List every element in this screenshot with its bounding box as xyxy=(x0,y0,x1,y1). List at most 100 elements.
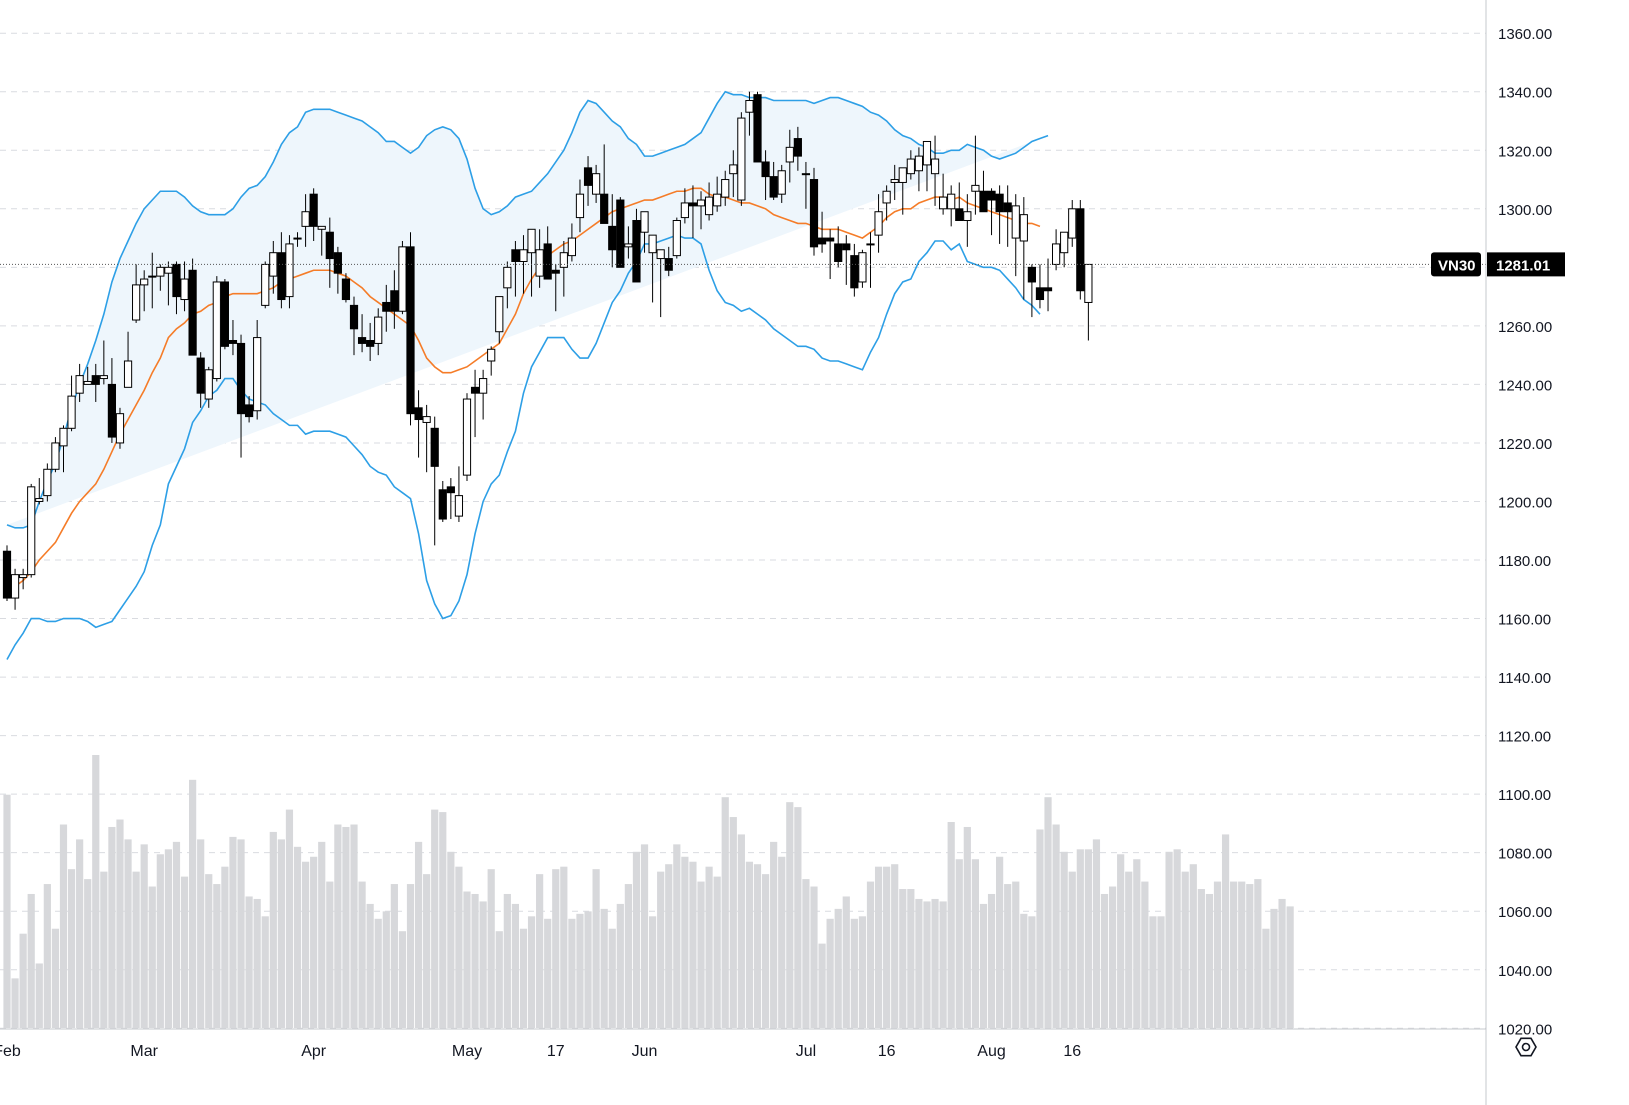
candle-body xyxy=(172,263,181,298)
volume-bar xyxy=(1270,908,1278,1028)
candle-body xyxy=(979,190,988,213)
volume-bar xyxy=(1254,879,1262,1028)
time-tick-label: Feb xyxy=(0,1043,21,1060)
candle-body xyxy=(107,383,117,438)
volume-bar xyxy=(261,916,269,1028)
volume-bar xyxy=(1205,893,1214,1028)
volume-bar xyxy=(1149,916,1157,1028)
candle xyxy=(196,352,205,408)
volume-bar xyxy=(511,903,520,1028)
volume-bar xyxy=(124,839,132,1028)
candle xyxy=(1084,263,1093,341)
candle-body xyxy=(559,252,568,268)
candle xyxy=(793,126,802,171)
volume-bar xyxy=(334,824,342,1028)
volume-bar xyxy=(665,864,673,1028)
chart-settings-button[interactable] xyxy=(1515,1037,1537,1057)
time-tick-label: 16 xyxy=(1063,1043,1081,1060)
candle-body xyxy=(446,486,455,494)
candle xyxy=(858,249,867,288)
volume-bar xyxy=(382,911,390,1028)
volume-bar xyxy=(963,826,971,1028)
volume-bar xyxy=(1189,864,1197,1028)
volume-bar xyxy=(3,794,11,1028)
candle xyxy=(422,404,431,473)
volume-bar xyxy=(649,916,657,1028)
volume-bar xyxy=(1012,881,1020,1028)
volume-bar xyxy=(463,891,471,1028)
volume-bar xyxy=(770,841,778,1028)
candle-body xyxy=(1060,231,1069,254)
candle xyxy=(801,161,811,209)
bollinger-band xyxy=(6,90,1049,660)
volume-bar xyxy=(1286,906,1294,1028)
volume-bar xyxy=(1028,916,1036,1028)
price-axis[interactable]: 1020.00 1040.00 1060.00 1080.00 1100.00 1120.… xyxy=(1485,0,1552,1105)
volume-bar xyxy=(471,893,479,1028)
volume-bar xyxy=(608,928,616,1028)
volume-bar xyxy=(891,864,899,1028)
settings-icon[interactable] xyxy=(1515,1037,1537,1057)
candle xyxy=(648,234,657,303)
volume-bar xyxy=(92,755,100,1028)
candle-body xyxy=(91,375,100,385)
candle-body xyxy=(777,170,786,195)
candle xyxy=(680,188,689,224)
candle xyxy=(454,466,464,522)
volume-bar xyxy=(229,836,237,1028)
volume-bar xyxy=(423,874,431,1028)
volume-bar xyxy=(180,876,189,1028)
candle xyxy=(971,135,980,215)
candle xyxy=(527,228,536,297)
candle-body xyxy=(761,161,770,178)
volume-bar xyxy=(11,978,19,1028)
volume-bar xyxy=(366,903,374,1028)
candle-body xyxy=(212,281,221,380)
candle xyxy=(1060,231,1069,268)
volume-bar xyxy=(947,822,955,1028)
candle-body xyxy=(987,190,996,201)
price-tick-label: 1120.00 xyxy=(1498,729,1551,746)
candle-body xyxy=(955,208,964,222)
price-tick-label: 1220.00 xyxy=(1498,436,1552,453)
volume-bar xyxy=(584,911,592,1028)
volume-bar xyxy=(269,831,277,1028)
volume-bar xyxy=(116,819,124,1028)
candle xyxy=(91,363,100,402)
candle xyxy=(1003,185,1012,247)
time-axis[interactable]: Feb Mar Apr May 17 Jun Jul 16 Aug 16 xyxy=(0,1028,1486,1060)
candle xyxy=(624,226,633,259)
candle-body xyxy=(535,249,544,277)
candle-body xyxy=(511,249,520,262)
volume-bar xyxy=(576,913,584,1028)
volume-bar xyxy=(221,866,229,1028)
candle-body xyxy=(785,146,794,163)
candle-body xyxy=(35,498,44,502)
candle-body xyxy=(156,266,165,277)
volume-bar xyxy=(1108,886,1117,1028)
volume-bar xyxy=(713,876,721,1028)
volume-bar xyxy=(1076,849,1084,1028)
volume-bar xyxy=(681,856,689,1028)
volume-bar xyxy=(1262,928,1270,1028)
volume-bar xyxy=(826,918,834,1028)
candle xyxy=(535,229,544,288)
candle-body xyxy=(672,220,681,257)
volume-bar xyxy=(737,834,745,1028)
volume-bar xyxy=(971,859,979,1028)
candle xyxy=(777,164,786,203)
candle xyxy=(834,226,843,268)
time-tick-label: Jul xyxy=(796,1043,816,1060)
candle xyxy=(583,156,593,206)
candle-body xyxy=(817,237,827,245)
candle xyxy=(43,463,52,502)
candle-body xyxy=(414,407,423,421)
candle-body xyxy=(624,243,633,248)
candle-body xyxy=(1027,266,1036,283)
candle xyxy=(19,568,28,590)
volume-bar xyxy=(479,901,487,1028)
candle xyxy=(382,284,391,332)
candle xyxy=(204,366,213,408)
